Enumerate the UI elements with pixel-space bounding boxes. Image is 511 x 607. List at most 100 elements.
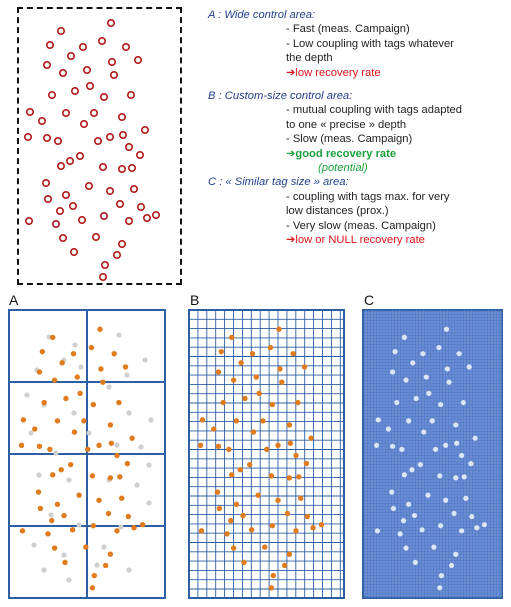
orange-tag-dot	[122, 364, 129, 370]
orange-tag-dot	[250, 429, 257, 435]
orange-tag-dot	[90, 523, 97, 529]
tag-marker	[134, 55, 143, 64]
panel-c-tag-dot	[389, 369, 396, 375]
orange-tag-dot	[36, 443, 43, 450]
orange-tag-dot	[253, 374, 259, 380]
orange-tag-dot	[108, 440, 115, 446]
note-c-result: ➔low or NULL recovery rate	[286, 234, 425, 247]
tag-marker	[113, 251, 122, 260]
tag-marker	[125, 143, 134, 152]
orange-tag-dot	[76, 492, 82, 498]
grey-dot	[114, 442, 120, 448]
panel-c-tag-dot	[374, 528, 381, 534]
tag-marker	[80, 120, 89, 129]
panel-b-custom-grid	[188, 309, 345, 599]
arrow-icon: ➔	[286, 234, 296, 247]
tag-marker	[98, 36, 107, 45]
orange-tag-dot	[111, 350, 117, 357]
panel-c-tag-dot	[411, 512, 418, 519]
panel-c-tag-dot	[436, 344, 442, 351]
panel-c-tag-dot	[443, 326, 450, 332]
orange-tag-dot	[98, 366, 104, 372]
orange-tag-dot	[310, 525, 316, 531]
panel-c-tag-dot	[468, 461, 474, 467]
orange-tag-dot	[230, 377, 237, 383]
orange-tag-dot	[105, 510, 112, 517]
orange-tag-dot	[83, 544, 89, 550]
orange-tag-dot	[260, 418, 266, 424]
orange-tag-dot	[287, 440, 294, 446]
orange-tag-dot	[270, 572, 277, 579]
tag-marker	[130, 185, 139, 194]
note-b-line2: to one « precise » depth	[286, 118, 407, 131]
grey-dot	[28, 430, 34, 436]
panel-a-label: A	[9, 292, 19, 308]
panel-c-tag-dot	[403, 377, 409, 383]
orange-tag-dot	[228, 517, 234, 524]
tag-marker	[70, 248, 79, 257]
tag-marker	[55, 207, 64, 216]
orange-tag-dot	[215, 369, 222, 375]
grey-dot	[126, 410, 132, 416]
panel-c-tag-dot	[453, 422, 459, 428]
orange-tag-dot	[296, 474, 302, 480]
panel-c-tag-dot	[423, 374, 429, 380]
tag-marker	[56, 26, 65, 35]
orange-tag-dot	[275, 442, 281, 449]
orange-tag-dot	[279, 379, 285, 385]
grey-dot	[61, 552, 67, 558]
orange-tag-dot	[50, 472, 56, 478]
note-c-line3: - Very slow (meas. Campaign)	[286, 219, 436, 232]
tag-marker	[85, 182, 94, 191]
grey-dot	[53, 450, 59, 456]
tag-marker	[106, 133, 115, 142]
orange-tag-dot	[256, 390, 262, 397]
panel-c-tag-dot	[421, 429, 427, 435]
tag-marker	[58, 69, 67, 78]
orange-tag-dot	[90, 401, 97, 408]
grey-dot	[41, 567, 47, 573]
orange-tag-dot	[54, 418, 61, 424]
orange-tag-dot	[220, 399, 226, 406]
orange-tag-dot	[268, 585, 275, 591]
tag-marker	[86, 82, 95, 91]
panel-c-tag-dot	[438, 573, 445, 579]
panel-c-tag-dot	[410, 360, 416, 366]
grey-dot	[146, 500, 152, 506]
orange-tag-dot	[237, 467, 243, 473]
tag-marker	[128, 164, 137, 173]
panel-c-tag-dot	[446, 379, 452, 385]
tag-marker	[83, 66, 92, 75]
orange-tag-dot	[102, 562, 109, 569]
orange-tag-dot	[32, 426, 38, 432]
tag-marker	[116, 200, 125, 209]
note-a-line3: the depth	[286, 52, 333, 65]
tag-marker	[61, 109, 70, 118]
panel-c-tag-dot	[413, 395, 419, 402]
panel-c-tag-dot	[444, 366, 450, 372]
orange-tag-dot	[119, 495, 125, 501]
panel-c-tag-dot	[437, 585, 443, 591]
tag-marker	[141, 126, 150, 135]
orange-tag-dot	[19, 528, 26, 534]
tag-marker	[94, 137, 103, 146]
orange-tag-dot	[71, 429, 78, 435]
tag-marker	[90, 109, 99, 118]
grey-dot	[118, 524, 124, 530]
orange-tag-dot	[197, 442, 204, 449]
panel-c-tag-dot	[461, 474, 467, 480]
orange-tag-dot	[304, 513, 311, 520]
panel-c-tag-dot	[405, 501, 412, 507]
orange-tag-dot	[216, 505, 223, 512]
panel-c-tag-dot	[389, 443, 396, 449]
orange-tag-dot	[47, 446, 53, 453]
panel-c-tag-dot	[459, 452, 465, 459]
orange-tag-dot	[116, 399, 122, 406]
orange-tag-dot	[249, 350, 256, 357]
grey-dot	[78, 364, 84, 370]
tag-marker	[69, 202, 78, 211]
orange-tag-dot	[276, 326, 282, 332]
tag-marker	[61, 191, 70, 200]
tag-marker	[79, 42, 88, 51]
panel-c-tag-dot	[459, 528, 465, 534]
